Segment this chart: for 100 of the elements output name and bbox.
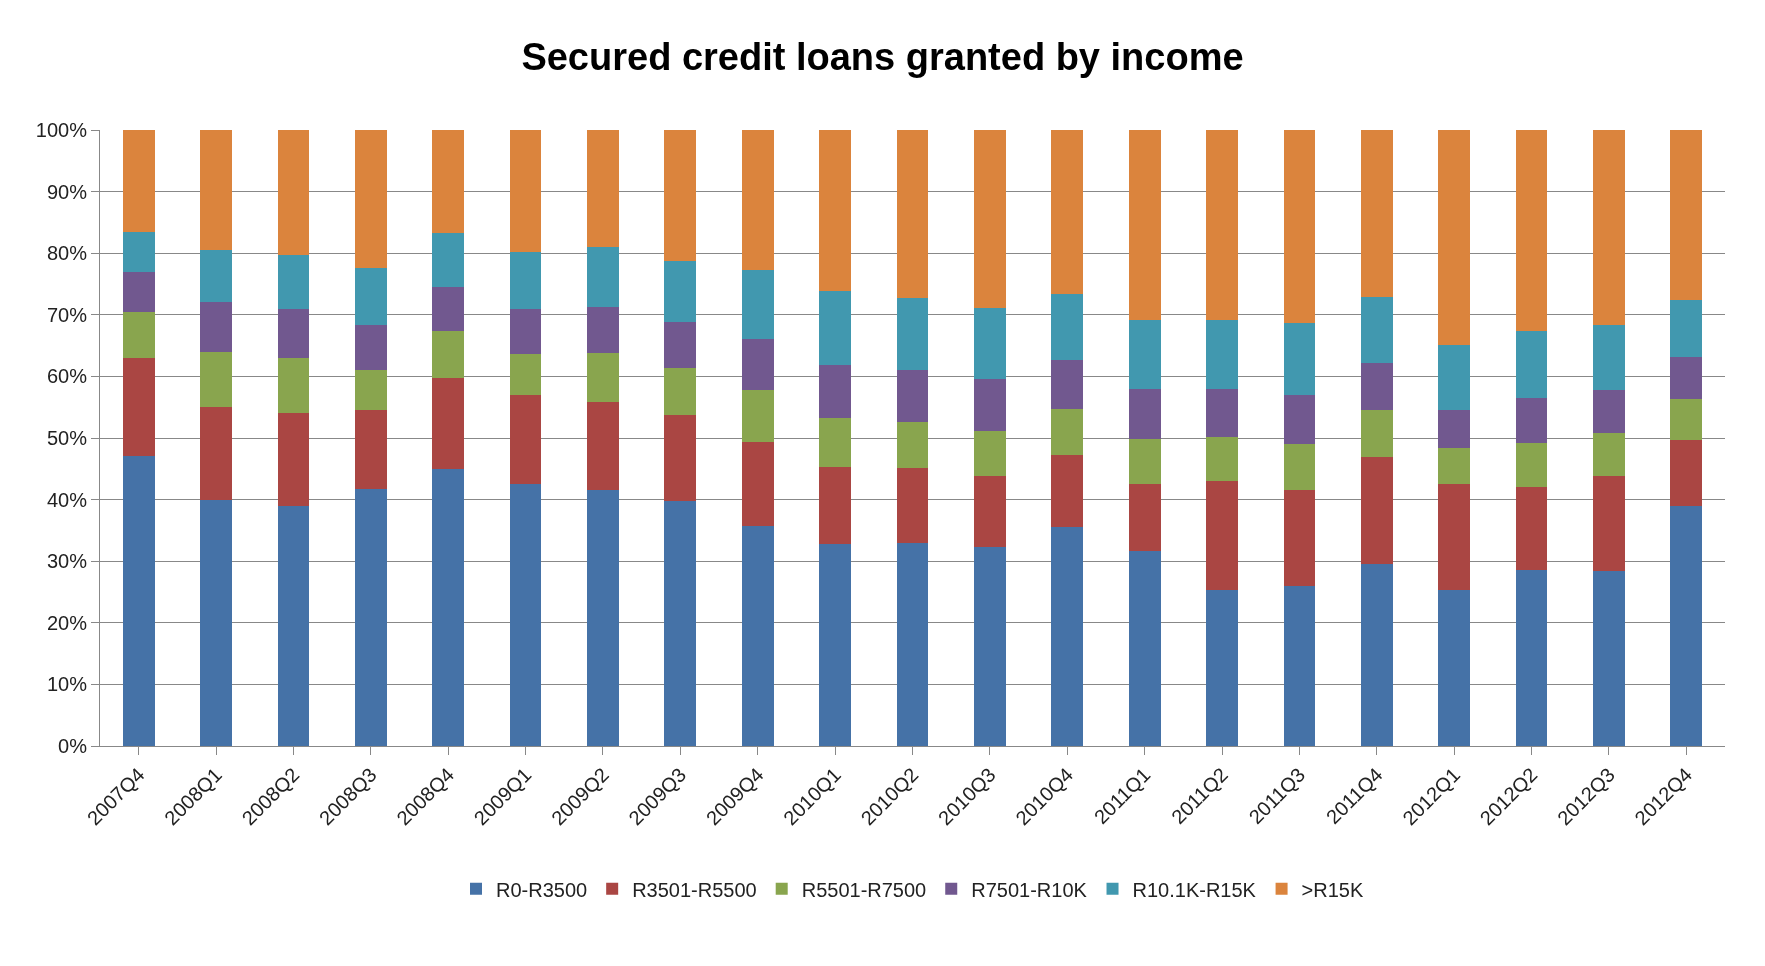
bar xyxy=(1670,357,1703,400)
y-tick-label: 30% xyxy=(46,550,88,573)
bar xyxy=(1206,589,1238,746)
bar xyxy=(122,456,155,746)
bar xyxy=(432,378,465,469)
bar xyxy=(432,330,465,379)
y-tick-label: 70% xyxy=(46,303,88,326)
bar xyxy=(200,130,232,251)
bar xyxy=(1438,409,1471,449)
bar xyxy=(277,255,310,309)
y-tick-label: 40% xyxy=(46,488,88,511)
bar xyxy=(741,389,774,442)
bar xyxy=(277,357,310,414)
bar xyxy=(122,231,155,272)
bar xyxy=(509,130,542,252)
bar xyxy=(1206,389,1238,438)
bar xyxy=(1051,409,1084,456)
legend-label: R0-R3500 xyxy=(496,878,588,901)
bar xyxy=(277,308,310,358)
bar xyxy=(432,287,465,331)
bar xyxy=(587,306,619,353)
bar xyxy=(664,368,697,415)
bar xyxy=(1283,586,1316,746)
bar xyxy=(896,542,929,746)
y-tick-label: 100% xyxy=(35,119,88,141)
bar xyxy=(277,130,310,256)
bar xyxy=(587,130,619,248)
bar xyxy=(1438,448,1471,485)
bar xyxy=(1128,319,1161,390)
bar xyxy=(1515,330,1548,398)
bar xyxy=(122,271,155,312)
legend-label: >R15K xyxy=(1301,878,1364,901)
bar xyxy=(509,484,542,746)
bar xyxy=(1283,394,1316,445)
bar xyxy=(1593,475,1625,572)
bar xyxy=(1438,344,1471,410)
bar xyxy=(1128,438,1161,484)
bar xyxy=(741,338,774,390)
bar xyxy=(819,291,851,365)
legend-label: R3501-R5500 xyxy=(632,878,757,901)
bar xyxy=(1360,363,1393,410)
y-tick-label: 10% xyxy=(46,673,88,696)
bar xyxy=(122,130,155,232)
y-tick-label: 60% xyxy=(46,365,88,388)
bar xyxy=(1206,130,1238,321)
bar xyxy=(819,364,851,418)
bar xyxy=(1206,437,1238,482)
bar xyxy=(741,441,774,527)
chart-title: Secured credit loans granted by income xyxy=(521,36,1244,79)
bar xyxy=(432,130,465,233)
bar xyxy=(741,526,774,746)
legend-label: R10.1K-R15K xyxy=(1132,878,1257,901)
bar xyxy=(819,130,851,292)
bar xyxy=(354,370,387,411)
bar xyxy=(354,130,387,268)
bar xyxy=(587,490,619,746)
bar xyxy=(1593,571,1625,746)
bar xyxy=(1670,130,1703,301)
bar xyxy=(1670,300,1703,358)
bar xyxy=(509,251,542,310)
bar xyxy=(1128,551,1161,746)
bar xyxy=(1670,439,1703,506)
bar xyxy=(122,311,155,358)
bar xyxy=(122,357,155,457)
bar xyxy=(509,354,542,395)
bar xyxy=(1283,323,1316,395)
bar xyxy=(1670,399,1703,440)
bar xyxy=(664,260,697,323)
bar xyxy=(896,468,929,543)
bar xyxy=(1360,409,1393,458)
bar xyxy=(200,250,232,303)
bar xyxy=(1360,130,1393,297)
bar xyxy=(200,351,232,408)
y-tick-label: 90% xyxy=(46,180,88,203)
bar xyxy=(1593,433,1625,476)
legend-label: R5501-R7500 xyxy=(801,878,927,901)
bar xyxy=(664,322,697,369)
bar xyxy=(354,410,387,490)
bar xyxy=(587,352,619,403)
bar xyxy=(1515,397,1548,443)
bar xyxy=(1593,325,1625,390)
bar xyxy=(1593,389,1625,434)
bar xyxy=(819,417,851,467)
bar xyxy=(896,421,929,469)
y-tick-label: 0% xyxy=(58,735,88,757)
bar xyxy=(200,499,232,746)
bar xyxy=(664,130,697,261)
bar xyxy=(1515,569,1548,746)
bar xyxy=(1360,563,1393,746)
legend-label: R7501-R10K xyxy=(971,878,1088,901)
bar xyxy=(974,130,1006,309)
bar xyxy=(1051,293,1084,360)
bar xyxy=(1128,130,1161,320)
bar xyxy=(432,468,465,746)
bar xyxy=(1051,359,1084,410)
bar xyxy=(1051,527,1084,746)
bar xyxy=(1515,442,1548,487)
bar xyxy=(1438,484,1471,590)
y-tick-label: 50% xyxy=(46,427,88,449)
bar xyxy=(1283,444,1316,491)
